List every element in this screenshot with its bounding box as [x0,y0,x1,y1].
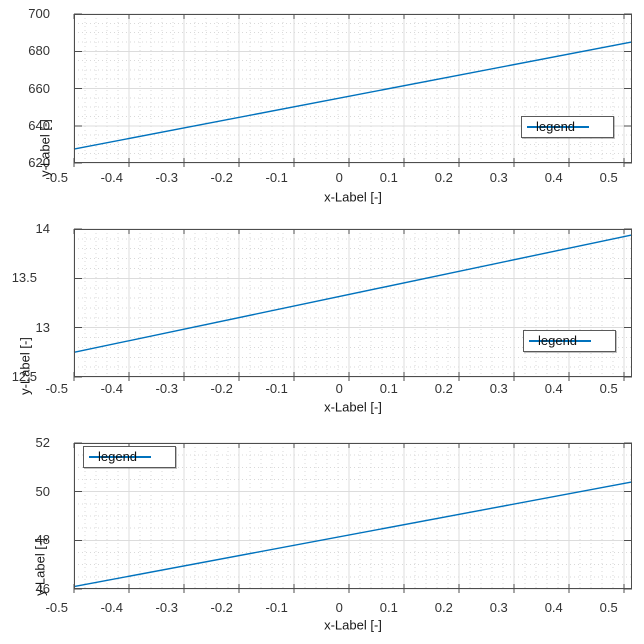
legend-label: legend [98,449,138,464]
x-axis-label: x-Label [-] [324,617,382,633]
x-tick-label: -0.5 [45,381,68,396]
x-tick-label: -0.5 [45,170,68,185]
plot-area [73,442,633,593]
plot-area [73,13,633,167]
x-tick-label: 0 [335,170,343,185]
y-tick-label: 52 [35,435,50,450]
x-tick-label: 0.1 [379,170,398,185]
x-tick-label: 0 [335,381,343,396]
x-tick-label: 0.4 [544,600,563,615]
y-tick-label: 640 [28,117,50,133]
x-tick-label: -0.1 [265,600,288,615]
plot-area [73,228,633,381]
x-axis-label: x-Label [-] [324,399,382,415]
legend-label: legend [536,119,576,134]
y-tick-label: 700 [28,6,50,21]
x-axis-label: x-Label [-] [324,189,382,205]
y-axis-label: y-Label [-] [32,538,48,596]
legend-box: legend [521,116,614,138]
y-tick-label: 50 [35,483,50,499]
x-tick-label: -0.5 [45,600,68,615]
x-tick-label: -0.3 [155,170,178,185]
x-tick-label: 0.4 [544,381,563,396]
x-tick-label: 0.3 [489,381,508,396]
x-tick-label: 0.5 [599,381,618,396]
legend-line-sample [89,456,151,458]
x-tick-label: 0.1 [379,600,398,615]
x-tick-label: 0.3 [489,170,508,185]
y-tick-label: 13.5 [11,270,37,286]
legend-line-sample [527,126,589,128]
x-tick-label: -0.3 [155,600,178,615]
y-axis-label: y-Label [-] [17,337,33,395]
x-tick-label: 0.4 [544,170,563,185]
x-tick-label: 0.2 [434,381,453,396]
y-tick-label: 13 [35,319,50,335]
legend-line-sample [529,340,591,342]
y-tick-label: 48 [35,532,50,548]
y-tick-label: 620 [28,155,50,170]
x-tick-label: -0.1 [265,381,288,396]
y-axis-label: y-Label [-] [37,119,53,177]
x-tick-label: 0.2 [434,170,453,185]
x-tick-label: -0.4 [100,170,123,185]
x-tick-label: -0.1 [265,170,288,185]
x-tick-label: 0.1 [379,381,398,396]
x-tick-label: -0.2 [210,600,233,615]
legend-box: legend [83,446,176,468]
x-tick-label: 0.5 [599,170,618,185]
y-tick-label: 46 [35,581,50,596]
y-tick-label: 680 [28,43,50,59]
x-tick-label: 0 [335,600,343,615]
x-tick-label: -0.4 [100,600,123,615]
y-tick-label: 12.5 [11,369,37,384]
x-tick-label: -0.4 [100,381,123,396]
x-tick-label: -0.2 [210,170,233,185]
x-tick-label: 0.5 [599,600,618,615]
x-tick-label: 0.2 [434,600,453,615]
legend-box: legend [523,330,616,352]
y-tick-label: 660 [28,80,50,96]
x-tick-label: 0.3 [489,600,508,615]
y-tick-label: 14 [35,221,50,236]
data-line [73,234,633,354]
data-line [73,41,633,150]
x-tick-label: -0.2 [210,381,233,396]
x-tick-label: -0.3 [155,381,178,396]
data-line [73,481,633,588]
legend-label: legend [538,333,578,348]
